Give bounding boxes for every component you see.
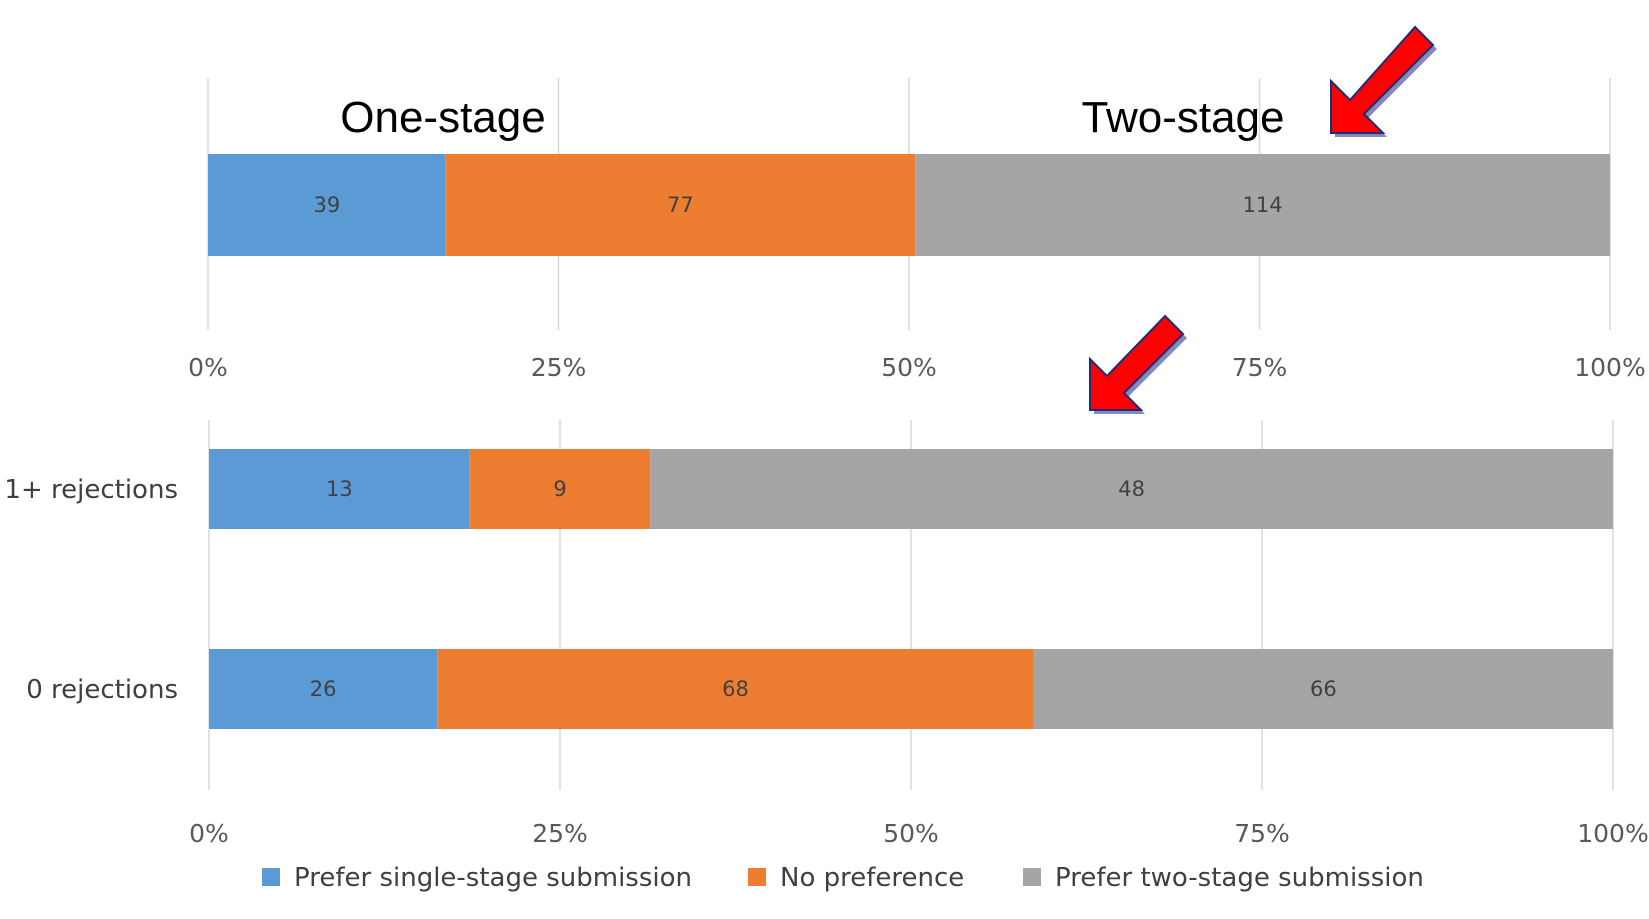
data-label: 48	[1118, 477, 1145, 501]
bar-segment	[209, 649, 438, 729]
data-label: 26	[310, 677, 337, 701]
legend-label: Prefer single-stage submission	[294, 863, 692, 893]
x-tick-label: 0%	[188, 353, 228, 382]
bar-segment	[1033, 649, 1613, 729]
one-stage-annotation: One-stage	[340, 93, 545, 142]
data-label: 9	[553, 477, 566, 501]
category-label: 1+ rejections	[4, 475, 178, 505]
bar-segment	[445, 154, 916, 256]
bar-segment	[437, 649, 1034, 729]
x-tick-label: 50%	[881, 353, 937, 382]
category-label: 0 rejections	[26, 675, 178, 705]
bar-segment	[209, 449, 470, 529]
data-label: 68	[722, 677, 749, 701]
data-label: 77	[667, 193, 694, 217]
data-label: 13	[326, 477, 353, 501]
x-tick-label: 75%	[1232, 353, 1288, 382]
x-tick-label: 50%	[883, 819, 939, 848]
bar-segment	[469, 449, 651, 529]
two-stage-annotation: Two-stage	[1082, 93, 1285, 142]
bar-segment	[208, 154, 446, 256]
data-label: 39	[313, 193, 340, 217]
bar-segment	[650, 449, 1613, 529]
x-tick-label: 100%	[1577, 819, 1648, 848]
legend-label: No preference	[780, 863, 964, 893]
bar-segment	[915, 154, 1610, 256]
legend-label: Prefer two-stage submission	[1055, 863, 1424, 893]
red-arrow-icon	[1089, 314, 1185, 411]
x-tick-label: 0%	[189, 819, 229, 848]
x-tick-label: 75%	[1234, 819, 1290, 848]
x-tick-label: 25%	[531, 353, 587, 382]
red-arrow-icon	[1330, 25, 1435, 134]
legend-swatch	[748, 868, 766, 886]
legend-swatch	[262, 868, 280, 886]
legend-swatch	[1023, 868, 1041, 886]
data-label: 114	[1243, 193, 1283, 217]
x-tick-label: 25%	[532, 819, 588, 848]
x-tick-label: 100%	[1574, 353, 1645, 382]
data-label: 66	[1310, 677, 1337, 701]
